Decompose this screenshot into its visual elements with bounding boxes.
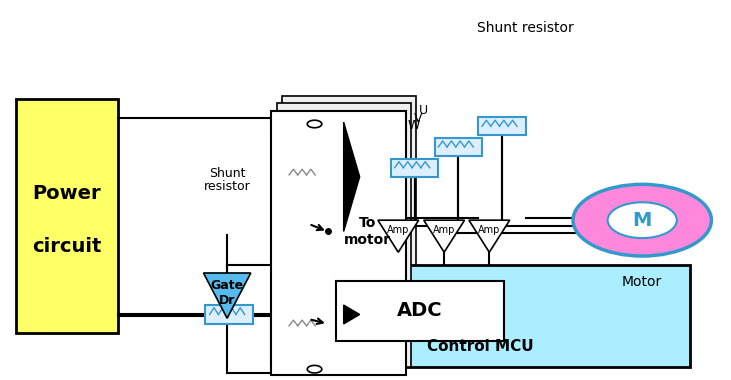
Text: Amp: Amp xyxy=(387,225,409,234)
Bar xyxy=(270,266,689,367)
Text: ADC: ADC xyxy=(398,301,443,320)
Text: V: V xyxy=(414,112,422,125)
Polygon shape xyxy=(424,220,464,252)
Circle shape xyxy=(307,366,322,373)
Polygon shape xyxy=(378,220,419,252)
Text: Control MCU: Control MCU xyxy=(427,339,534,354)
Text: Shunt: Shunt xyxy=(209,166,246,179)
Polygon shape xyxy=(469,220,510,252)
Polygon shape xyxy=(344,305,360,324)
Bar xyxy=(16,100,118,333)
Circle shape xyxy=(607,202,677,238)
Bar xyxy=(270,111,406,375)
Text: M: M xyxy=(632,211,652,230)
Circle shape xyxy=(573,184,711,256)
Text: circuit: circuit xyxy=(32,237,102,256)
Polygon shape xyxy=(203,273,251,318)
Bar xyxy=(281,96,417,360)
Text: To
motor: To motor xyxy=(344,216,391,247)
Text: resistor: resistor xyxy=(204,180,251,193)
Text: Motor: Motor xyxy=(622,276,662,290)
Bar xyxy=(276,103,412,367)
Circle shape xyxy=(307,120,322,128)
Text: Shunt resistor: Shunt resistor xyxy=(477,21,574,35)
Text: Power: Power xyxy=(33,184,101,203)
Text: U: U xyxy=(419,104,428,117)
Polygon shape xyxy=(344,122,360,231)
Text: Amp: Amp xyxy=(433,225,455,234)
Bar xyxy=(478,117,526,135)
Text: W: W xyxy=(408,119,420,132)
Bar xyxy=(205,306,253,323)
Text: Gate
Dr: Gate Dr xyxy=(211,279,243,307)
Bar xyxy=(391,159,439,177)
Bar xyxy=(435,138,482,156)
Text: Amp: Amp xyxy=(478,225,501,234)
Bar xyxy=(336,280,504,341)
